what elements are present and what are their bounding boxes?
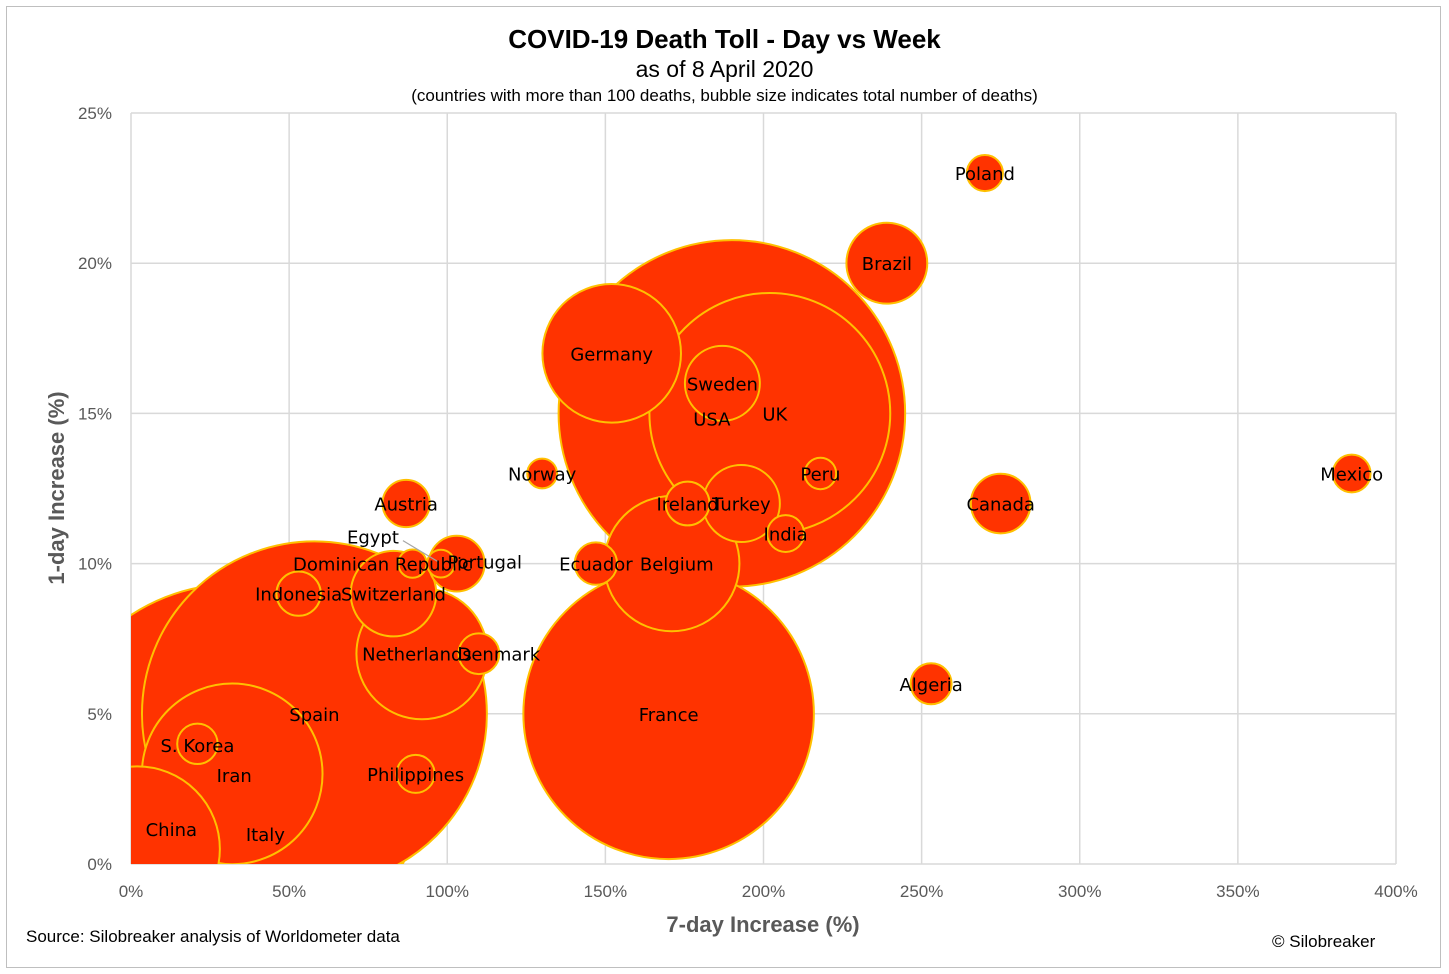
x-tick-label: 150%: [584, 882, 627, 901]
bubble-label: Belgium: [640, 555, 714, 576]
x-tick-label: 350%: [1216, 882, 1259, 901]
y-tick-label: 10%: [78, 555, 112, 574]
bubble: [683, 344, 761, 422]
bubble: [395, 753, 436, 794]
bubble: [969, 472, 1032, 535]
bubble-label: Philippines: [367, 765, 464, 786]
bubble: [573, 541, 619, 586]
x-tick-label: 50%: [272, 882, 306, 901]
x-tick-label: 0%: [119, 882, 144, 901]
bubble: [845, 221, 929, 305]
chart-note: (countries with more than 100 deaths, bu…: [411, 86, 1038, 105]
bubble-label: Peru: [800, 464, 840, 485]
bubbles: [131, 154, 1372, 864]
bubble-label: India: [764, 525, 808, 546]
bubble-label: Italy: [246, 825, 285, 846]
bubble: [965, 154, 1004, 193]
bubble: [526, 457, 558, 490]
bubble: [909, 662, 953, 706]
bubble: [541, 283, 682, 424]
bubble: [457, 632, 501, 676]
bubble-label: France: [639, 705, 699, 726]
bubble-label: Spain: [289, 705, 339, 726]
bubble: [664, 480, 711, 527]
bubble-label: Austria: [374, 495, 438, 516]
bubble: [176, 722, 219, 766]
bubble: [131, 765, 221, 864]
bubble-label: Norway: [508, 464, 577, 485]
y-tick-label: 20%: [78, 254, 112, 273]
chart-title: COVID-19 Death Toll - Day vs Week: [508, 24, 941, 54]
axis-ticks: 0% 50% 100% 150% 200% 250% 300% 350% 400% 0% 5% 10%…: [78, 104, 1418, 901]
bubble-label: Turkey: [711, 495, 771, 516]
bubble-label: Poland: [955, 164, 1015, 185]
bubble-label: Indonesia: [255, 585, 342, 606]
bubble-label: Iran: [217, 766, 252, 787]
bubble-label: Sweden: [687, 374, 758, 395]
bubble-label: Denmark: [458, 645, 541, 666]
bubble: [1331, 453, 1372, 494]
copyright-note: © Silobreaker: [1272, 932, 1376, 951]
bubble-label: Ecuador: [559, 555, 633, 576]
bubble-label: Brazil: [862, 254, 912, 275]
y-axis-title: 1-day Increase (%): [44, 391, 69, 584]
x-tick-label: 200%: [742, 882, 785, 901]
bubble: [426, 548, 456, 579]
bubble-label: Mexico: [1320, 464, 1383, 485]
bubble-label: USA: [693, 409, 731, 430]
y-tick-label: 25%: [78, 104, 112, 123]
x-axis-title: 7-day Increase (%): [666, 912, 859, 937]
bubble-label: S. Korea: [160, 736, 234, 757]
y-tick-label: 5%: [87, 705, 112, 724]
x-tick-label: 100%: [426, 882, 469, 901]
bubble-label: Dominican Republic: [293, 555, 472, 576]
bubble-label: UK: [762, 404, 788, 425]
y-tick-label: 0%: [87, 855, 112, 874]
bubble-label: Portugal: [447, 553, 522, 574]
bubble-label: Canada: [966, 495, 1035, 516]
chart-frame: [6, 6, 1441, 968]
bubble: [803, 456, 838, 491]
bubble: [275, 570, 322, 617]
bubble: [766, 514, 806, 553]
source-note: Source: Silobreaker analysis of Worldome…: [26, 927, 400, 946]
x-tick-label: 250%: [900, 882, 943, 901]
bubble-label: Ireland: [656, 495, 718, 516]
bubble-label: Switzerland: [341, 585, 446, 606]
bubble-label: China: [146, 820, 197, 841]
bubble-label: Algeria: [899, 675, 962, 696]
y-tick-label: 15%: [78, 404, 112, 423]
bubble-label: Germany: [570, 344, 653, 365]
x-tick-label: 400%: [1374, 882, 1417, 901]
leader-line: [402, 540, 439, 563]
bubble-label: Egypt: [347, 528, 399, 549]
x-tick-label: 300%: [1058, 882, 1101, 901]
bubble: [381, 478, 431, 529]
chart-subtitle: as of 8 April 2020: [635, 56, 814, 82]
bubble-label: Netherlands: [362, 645, 472, 666]
